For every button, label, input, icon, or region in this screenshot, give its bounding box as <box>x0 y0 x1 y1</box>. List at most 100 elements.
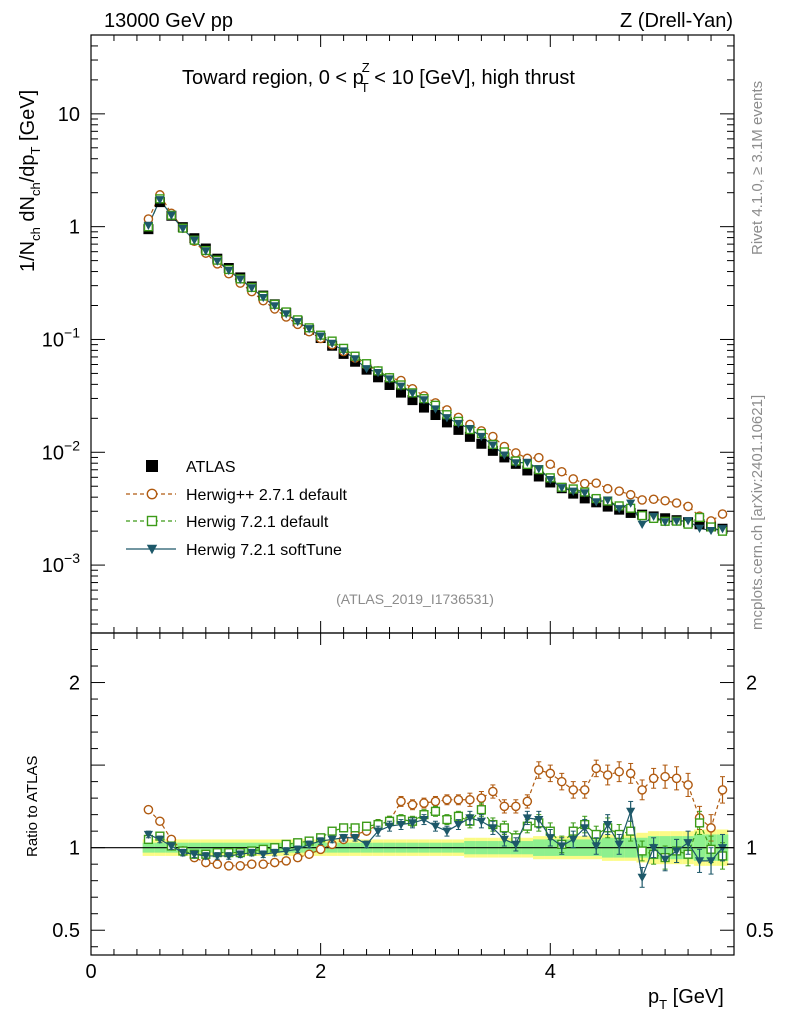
y-tick-label: 10−1 <box>42 324 80 351</box>
ratio-point <box>453 820 464 830</box>
data-point-atlas <box>373 372 384 383</box>
data-point-mc <box>247 284 257 293</box>
data-point-mc <box>270 302 280 311</box>
ratio-point <box>281 839 291 849</box>
ratio-point <box>155 816 165 827</box>
data-point-mc <box>476 432 486 442</box>
legend-label: Herwig 7.2.1 default <box>186 514 329 531</box>
ratio-point <box>143 830 154 840</box>
data-point-mc <box>212 257 222 266</box>
ratio-point <box>465 814 475 823</box>
series-line-main <box>147 198 723 532</box>
ratio-point <box>270 849 280 858</box>
ratio-point <box>568 785 579 795</box>
ratio-point <box>246 859 257 869</box>
data-point-mc <box>316 332 326 341</box>
legend-marker <box>146 488 158 500</box>
data-point-mc <box>350 355 360 364</box>
ratio-point <box>660 855 670 864</box>
ratio-point <box>442 814 452 825</box>
data-point-mc <box>327 339 337 348</box>
ratio-point <box>212 852 222 861</box>
ratio-point <box>339 823 349 833</box>
ratio-point <box>247 849 257 858</box>
ratio-point <box>476 793 487 803</box>
ratio-point <box>671 847 682 856</box>
data-point-mc <box>603 496 613 505</box>
ratio-point <box>350 834 360 843</box>
ratio-point <box>568 835 578 845</box>
data-point-atlas <box>464 431 475 442</box>
x-tick-label: 0 <box>85 961 96 983</box>
data-point-mc <box>465 425 475 434</box>
ratio-point <box>292 852 303 863</box>
ratio-point <box>430 796 441 807</box>
data-point-mc <box>557 484 567 493</box>
ratio-point <box>316 837 326 846</box>
ratio-point <box>350 823 360 833</box>
ratio-point <box>580 824 590 833</box>
ratio-point <box>224 852 234 861</box>
data-point-mc <box>717 525 728 534</box>
data-point-mc <box>683 517 693 526</box>
data-point-mc <box>637 511 647 521</box>
data-point-mc <box>671 517 682 526</box>
data-point-mc <box>649 512 659 522</box>
data-point-mc <box>396 382 406 391</box>
ratio-point <box>579 785 590 795</box>
ratio-point <box>511 840 521 849</box>
ratio-point <box>614 766 624 777</box>
header-left: 13000 GeV pp <box>104 10 233 32</box>
main-plot <box>143 190 728 536</box>
ratio-point <box>166 842 176 851</box>
ratio-point <box>407 819 418 828</box>
data-point-mc <box>453 419 464 429</box>
data-point-atlas <box>407 395 418 406</box>
ratio-point <box>660 771 670 782</box>
data-point-mc <box>545 476 555 485</box>
ratio-point <box>453 811 464 821</box>
data-point-mc <box>626 499 636 508</box>
data-point-mc <box>534 465 544 474</box>
ratio-point <box>706 857 716 866</box>
y-tick-label: 10−3 <box>42 550 80 577</box>
ratio-point <box>453 794 464 805</box>
data-point-mc <box>556 466 567 477</box>
ratio-point <box>419 798 429 808</box>
ratio-point <box>465 794 475 805</box>
ratio-point <box>442 827 452 836</box>
ratio-point <box>143 804 154 815</box>
data-point-mc <box>568 487 578 496</box>
ratio-point <box>407 799 418 810</box>
ratio-y-tick-label-left: 0.5 <box>52 920 80 942</box>
ratio-point <box>327 826 337 836</box>
ratio-y-tick-label-right: 0.5 <box>746 920 774 942</box>
data-point-mc <box>143 221 154 231</box>
ratio-point <box>258 850 268 859</box>
data-point-atlas <box>625 507 636 518</box>
data-point-mc <box>235 275 245 284</box>
data-point-mc <box>384 375 395 384</box>
ratio-point <box>511 801 521 812</box>
ratio-point <box>499 801 510 812</box>
data-point-atlas <box>418 402 429 413</box>
data-point-mc <box>442 414 452 423</box>
ratio-point <box>373 827 383 836</box>
data-point-mc <box>488 441 498 450</box>
data-point-mc <box>579 478 590 489</box>
data-point-mc <box>614 486 624 496</box>
data-point-mc <box>534 452 544 463</box>
y-tick-label: 10 <box>58 104 80 126</box>
data-point-mc <box>304 325 314 334</box>
data-point-mc <box>258 293 268 303</box>
ratio-point <box>683 780 693 790</box>
ratio-point <box>258 859 269 869</box>
plot-title: Toward region, 0 < pZ T < 10 [GeV], high … <box>182 60 575 95</box>
data-point-mc <box>511 459 521 468</box>
ratio-point <box>499 835 509 845</box>
ratio-point <box>637 846 647 856</box>
ratio-point <box>488 824 498 833</box>
data-point-mc <box>602 483 613 494</box>
ratio-y-tick-label-left: 1 <box>69 838 80 860</box>
ratio-point <box>637 785 647 795</box>
